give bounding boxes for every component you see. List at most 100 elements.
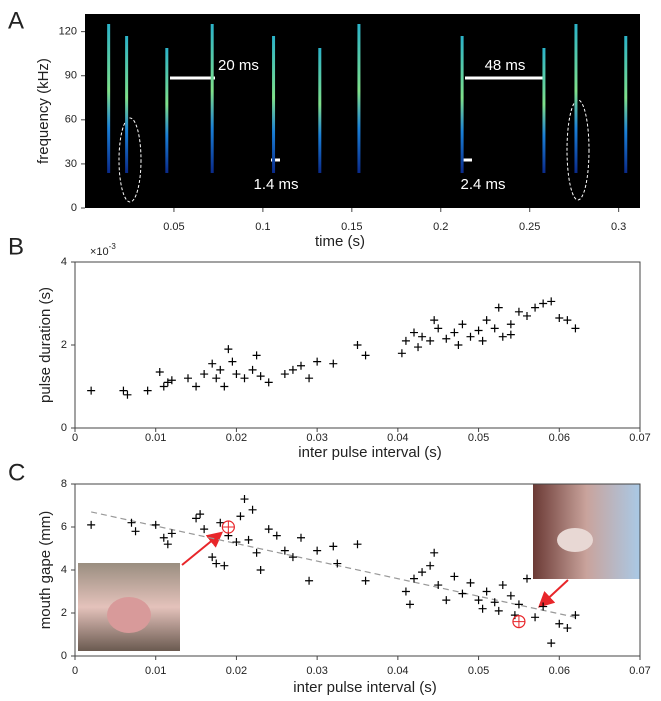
data-point xyxy=(498,332,507,341)
x-tick-label: 0.3 xyxy=(611,221,626,233)
data-point xyxy=(264,525,273,534)
data-point xyxy=(167,529,176,538)
data-point xyxy=(563,624,572,633)
data-point xyxy=(232,370,241,379)
data-point xyxy=(547,639,556,648)
data-point xyxy=(506,330,515,339)
data-point xyxy=(458,589,467,598)
y-tick-label: 60 xyxy=(65,114,77,126)
bat-face xyxy=(107,597,151,633)
y-tick-label: 90 xyxy=(65,70,77,82)
annotation: 2.4 ms xyxy=(460,176,505,193)
data-point xyxy=(143,386,152,395)
data-point xyxy=(220,382,229,391)
data-point xyxy=(414,343,423,352)
data-point xyxy=(450,328,459,337)
data-point xyxy=(228,357,237,366)
data-point xyxy=(192,382,201,391)
data-point xyxy=(434,324,443,333)
x-axis-label: time (s) xyxy=(315,233,365,250)
data-point xyxy=(313,357,322,366)
data-point xyxy=(244,535,253,544)
data-point xyxy=(200,370,209,379)
data-point xyxy=(555,314,564,323)
data-point xyxy=(224,345,233,354)
data-point xyxy=(252,548,261,557)
x-tick-label: 0.05 xyxy=(163,221,184,233)
data-point xyxy=(256,566,265,574)
data-point xyxy=(490,324,499,333)
data-point xyxy=(159,533,168,542)
y-tick-label: 0 xyxy=(71,202,77,214)
data-point xyxy=(305,374,314,383)
annotation: 48 ms xyxy=(485,57,526,74)
data-point xyxy=(280,370,289,379)
data-point xyxy=(506,320,515,329)
pulse xyxy=(460,36,464,173)
data-point xyxy=(571,324,580,333)
panel-letter: C xyxy=(8,459,25,486)
y-tick-label: 6 xyxy=(61,521,67,533)
data-point xyxy=(329,542,338,551)
y-tick-label: 120 xyxy=(59,26,77,38)
data-point xyxy=(514,600,523,609)
y-tick-label: 2 xyxy=(61,339,67,351)
highlight-ellipse xyxy=(566,99,590,201)
panel-letter: B xyxy=(8,233,24,260)
data-point xyxy=(418,332,427,341)
data-point xyxy=(410,574,418,583)
data-point xyxy=(410,328,418,337)
data-point xyxy=(405,600,414,609)
data-point xyxy=(571,611,580,620)
x-tick-label: 0.07 xyxy=(629,665,650,677)
data-point xyxy=(288,553,297,562)
data-point xyxy=(159,382,168,391)
annotation: 20 ms xyxy=(218,57,259,74)
data-point xyxy=(401,336,410,345)
data-point xyxy=(490,598,499,607)
data-point xyxy=(216,365,225,374)
data-point xyxy=(87,520,96,529)
data-point xyxy=(184,374,192,383)
bat-face xyxy=(557,528,593,552)
spectrogram-background xyxy=(85,14,640,208)
data-point xyxy=(167,376,176,385)
data-point xyxy=(430,548,439,557)
data-point xyxy=(555,619,564,628)
y-multiplier-exponent: -3 xyxy=(109,242,117,251)
y-tick-label: 0 xyxy=(61,422,67,434)
data-point xyxy=(280,546,289,555)
data-point xyxy=(466,332,475,341)
data-point xyxy=(192,514,201,523)
data-point xyxy=(430,316,439,325)
x-tick-label: 0.04 xyxy=(387,665,408,677)
data-point xyxy=(482,587,491,596)
data-point xyxy=(248,365,257,374)
data-point xyxy=(252,351,261,360)
data-point xyxy=(212,559,221,568)
highlight-cross xyxy=(222,521,235,533)
data-point xyxy=(208,553,217,562)
pulse xyxy=(574,24,578,173)
data-point xyxy=(458,320,467,329)
x-tick-label: 0.06 xyxy=(549,665,570,677)
data-point xyxy=(353,540,362,549)
pulse xyxy=(210,24,214,173)
data-point xyxy=(151,520,160,529)
x-tick-label: 0.2 xyxy=(433,221,448,233)
pulse xyxy=(318,48,322,173)
y-tick-label: 0 xyxy=(61,650,67,662)
x-tick-label: 0 xyxy=(72,432,78,444)
data-point xyxy=(329,359,338,368)
data-point xyxy=(119,386,128,395)
y-tick-label: 4 xyxy=(61,564,67,576)
pulse xyxy=(624,36,628,173)
data-point xyxy=(163,378,172,387)
x-tick-label: 0.03 xyxy=(306,665,327,677)
data-point xyxy=(297,361,305,370)
y-tick-label: 30 xyxy=(65,158,77,170)
x-tick-label: 0.07 xyxy=(629,432,650,444)
y-axis-label: frequency (kHz) xyxy=(35,58,52,164)
pulse xyxy=(357,24,361,173)
